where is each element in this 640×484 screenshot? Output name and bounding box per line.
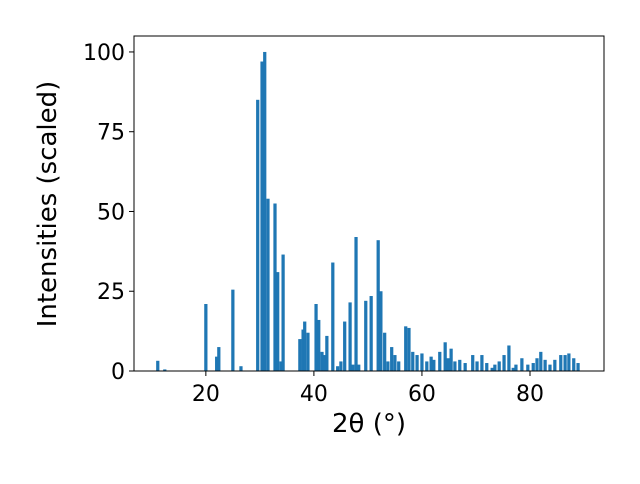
bar: [357, 364, 361, 371]
bar: [567, 353, 571, 371]
bar: [411, 351, 415, 371]
y-tick-label: 25: [97, 280, 125, 305]
bar: [393, 355, 397, 371]
bar: [471, 355, 475, 371]
y-axis-label: Intensities (scaled): [33, 81, 63, 328]
bar: [539, 351, 543, 371]
bar: [336, 366, 340, 371]
bar: [397, 361, 401, 371]
bar: [281, 254, 285, 371]
bar: [497, 361, 501, 371]
bar: [320, 351, 324, 371]
bar: [453, 361, 457, 371]
plot-frame: [133, 35, 605, 372]
bar: [163, 369, 167, 371]
bar: [266, 198, 270, 371]
bar: [303, 321, 307, 371]
bar: [314, 304, 318, 371]
bar: [572, 358, 576, 371]
bar: [260, 61, 264, 372]
bar: [425, 361, 429, 371]
bar: [458, 359, 462, 371]
y-tick-label: 75: [97, 121, 125, 146]
y-tick-label: 0: [111, 360, 125, 385]
x-tick-label: 80: [516, 382, 544, 407]
y-tick-label: 100: [83, 41, 125, 66]
bar: [256, 99, 260, 372]
bar: [354, 237, 358, 371]
bar: [376, 240, 380, 371]
bar: [217, 347, 221, 371]
bar: [386, 361, 390, 371]
bar: [364, 300, 368, 371]
bar: [531, 363, 535, 371]
y-tick-label: 50: [97, 200, 125, 225]
bar: [520, 358, 524, 371]
bar: [331, 262, 335, 371]
bar: [548, 364, 552, 371]
bar: [404, 326, 408, 371]
bar: [273, 203, 277, 371]
bar: [379, 291, 383, 371]
bar: [263, 51, 267, 371]
bar: [493, 364, 497, 371]
bar: [306, 332, 310, 371]
bar: [576, 363, 580, 371]
bar: [215, 356, 219, 371]
bar: [535, 358, 539, 371]
bar: [490, 367, 494, 371]
bar: [156, 360, 160, 371]
bar: [463, 363, 467, 371]
bar: [383, 332, 387, 371]
bar: [407, 327, 411, 371]
x-tick-label: 60: [408, 382, 436, 407]
bar: [432, 359, 436, 371]
bar: [511, 367, 515, 371]
bar: [415, 355, 419, 371]
bar: [563, 355, 567, 371]
bar: [449, 348, 453, 371]
bar: [239, 366, 243, 371]
bar: [443, 342, 447, 371]
bar: [369, 296, 373, 371]
x-tick-label: 20: [192, 382, 220, 407]
x-axis-label: 2θ (°): [332, 409, 406, 439]
bar: [429, 356, 433, 371]
bar: [298, 339, 302, 371]
bar: [420, 353, 424, 371]
bar: [276, 272, 280, 371]
bar: [317, 319, 321, 371]
bar: [526, 364, 530, 371]
bar: [475, 361, 479, 371]
bar: [502, 355, 506, 371]
bar: [279, 361, 283, 371]
x-tick-label: 40: [300, 382, 328, 407]
bar: [438, 351, 442, 371]
bar: [507, 345, 511, 371]
bar: [322, 355, 326, 371]
bar: [339, 361, 343, 371]
bar: [348, 302, 352, 371]
bar: [543, 359, 547, 371]
bar: [485, 363, 489, 371]
bar: [480, 355, 484, 371]
bar: [325, 335, 329, 371]
bar: [390, 347, 394, 371]
bar: [343, 321, 347, 371]
bar: [553, 359, 557, 371]
bar: [231, 289, 235, 371]
bar: [559, 355, 563, 371]
bar: [446, 358, 450, 371]
bar: [351, 364, 355, 371]
bar: [514, 364, 518, 371]
bar: [204, 304, 208, 371]
